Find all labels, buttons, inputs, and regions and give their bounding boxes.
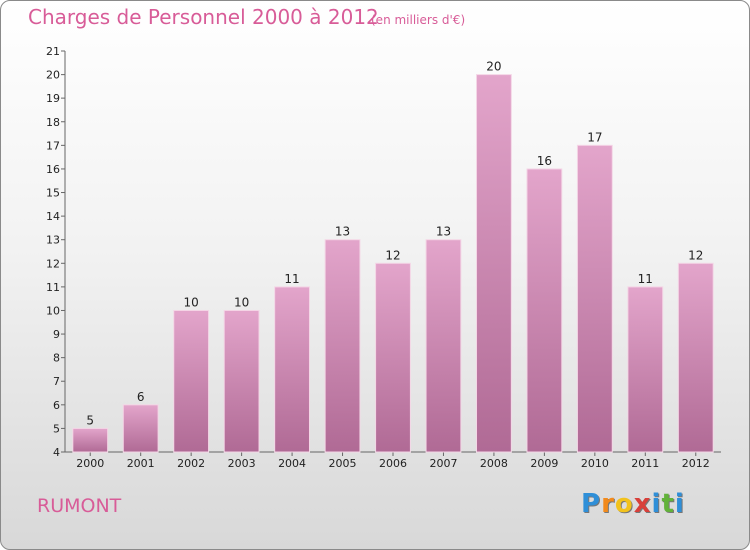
x-tick-label: 2007	[429, 457, 457, 470]
bar	[223, 309, 260, 453]
data-label: 20	[486, 60, 501, 74]
y-tick-label: 15	[46, 187, 60, 200]
data-label: 13	[335, 225, 350, 239]
data-label: 10	[234, 295, 249, 309]
y-tick-label: 12	[46, 257, 60, 270]
data-label: 5	[86, 413, 94, 427]
y-tick-label: 19	[46, 92, 60, 105]
data-label: 11	[638, 272, 653, 286]
y-tick-label: 18	[46, 116, 60, 129]
y-tick-label: 21	[46, 45, 60, 58]
logo-letter: i	[674, 489, 685, 519]
bar	[173, 309, 210, 453]
y-tick-label: 14	[46, 210, 60, 223]
x-tick-label: 2001	[127, 457, 155, 470]
x-tick-label: 2012	[682, 457, 710, 470]
y-tick-label: 11	[46, 281, 60, 294]
y-tick-label: 10	[46, 304, 60, 317]
bar	[72, 427, 109, 453]
y-tick-label: 8	[53, 352, 60, 365]
data-label: 17	[587, 130, 602, 144]
x-tick-label: 2005	[329, 457, 357, 470]
chart-title: Charges de Personnel 2000 à 2012	[28, 5, 379, 29]
logo-letter: r	[601, 489, 615, 519]
y-tick-label: 17	[46, 139, 60, 152]
x-tick-label: 2009	[530, 457, 558, 470]
x-tick-label: 2008	[480, 457, 508, 470]
data-label: 16	[537, 154, 552, 168]
bar	[476, 74, 512, 453]
bars	[72, 74, 714, 453]
labels: 2000 5 2001 6 2002 10 2003 10 2004 11 2005 13 2006 12…	[76, 60, 710, 470]
commune-name: RUMONT	[37, 495, 122, 517]
x-tick-label: 2004	[278, 457, 306, 470]
bar	[425, 239, 462, 453]
data-label: 12	[385, 248, 400, 262]
data-label: 12	[688, 248, 703, 262]
bar	[122, 404, 159, 453]
data-label: 11	[284, 272, 299, 286]
y-tick-label: 13	[46, 234, 60, 247]
y-tick-label: 6	[53, 399, 60, 412]
bar	[677, 262, 714, 453]
x-tick-label: 2003	[228, 457, 256, 470]
data-label: 10	[184, 295, 199, 309]
logo-letter: i	[651, 489, 662, 519]
y-tick-label: 9	[53, 328, 60, 341]
y-tick-label: 20	[46, 69, 60, 82]
data-label: 6	[137, 390, 145, 404]
bar	[576, 144, 613, 453]
x-tick-label: 2002	[177, 457, 205, 470]
y-tick-label: 16	[46, 163, 60, 176]
bar	[526, 168, 563, 453]
bar	[274, 286, 310, 453]
x-tick-label: 2006	[379, 457, 407, 470]
bar	[324, 239, 361, 453]
bar	[627, 286, 664, 453]
logo-letter: x	[633, 489, 652, 519]
bar	[375, 262, 411, 453]
logo-letter: P	[581, 489, 602, 519]
chart-subtitle: (en milliers d'€)	[371, 13, 466, 27]
logo-letter: o	[614, 489, 634, 519]
logo-letter: t	[661, 489, 675, 519]
y-tick-label: 5	[53, 422, 60, 435]
proxiti-logo: Proxiti	[581, 489, 685, 519]
y-tick-label: 7	[53, 375, 60, 388]
x-tick-label: 2011	[631, 457, 659, 470]
x-tick-label: 2000	[76, 457, 104, 470]
x-tick-label: 2010	[581, 457, 609, 470]
y-tick-label: 4	[53, 446, 60, 459]
data-label: 13	[436, 225, 451, 239]
